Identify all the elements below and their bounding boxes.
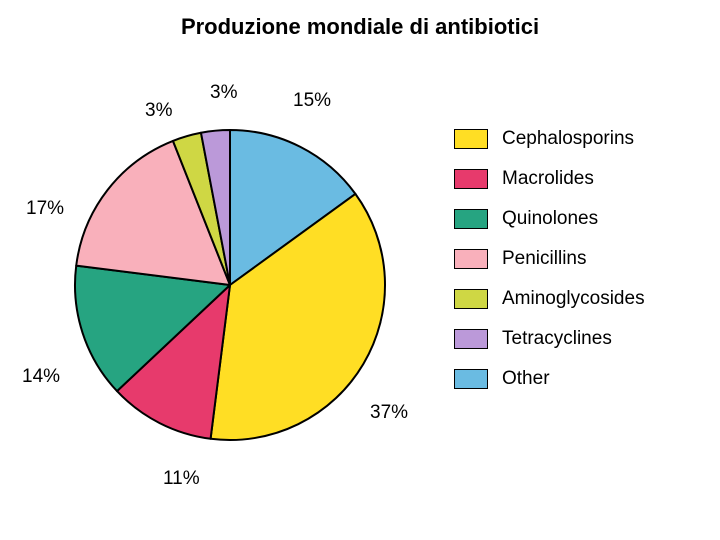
legend-swatch (454, 289, 488, 309)
slice-label-other: 15% (293, 90, 331, 112)
legend-item-other: Other (454, 368, 645, 390)
chart-title: Produzione mondiale di antibiotici (0, 14, 720, 40)
legend-swatch (454, 249, 488, 269)
slice-label-cephalosporins: 37% (370, 402, 408, 424)
legend-item-quinolones: Quinolones (454, 208, 645, 230)
legend-swatch (454, 169, 488, 189)
legend-label: Other (502, 368, 550, 390)
legend-label: Aminoglycosides (502, 288, 645, 310)
legend-item-aminoglycosides: Aminoglycosides (454, 288, 645, 310)
legend-label: Macrolides (502, 168, 594, 190)
legend-swatch (454, 209, 488, 229)
legend: Cephalosporins Macrolides Quinolones Penici… (454, 128, 645, 408)
legend-item-tetracyclines: Tetracyclines (454, 328, 645, 350)
legend-label: Quinolones (502, 208, 598, 230)
slice-label-tetracyclines: 3% (210, 82, 237, 104)
pie-chart (71, 126, 389, 444)
legend-item-penicillins: Penicillins (454, 248, 645, 270)
legend-swatch (454, 369, 488, 389)
legend-swatch (454, 129, 488, 149)
slice-label-aminoglycosides: 3% (145, 100, 172, 122)
slice-label-penicillins: 17% (26, 198, 64, 220)
legend-item-macrolides: Macrolides (454, 168, 645, 190)
slice-label-macrolides: 11% (163, 468, 200, 490)
slice-label-quinolones: 14% (22, 366, 60, 388)
legend-label: Penicillins (502, 248, 586, 270)
pie-svg (71, 126, 389, 444)
legend-item-cephalosporins: Cephalosporins (454, 128, 645, 150)
chart-container: { "title": { "text": "Produzione mondial… (0, 0, 720, 540)
legend-label: Cephalosporins (502, 128, 634, 150)
legend-swatch (454, 329, 488, 349)
legend-label: Tetracyclines (502, 328, 612, 350)
